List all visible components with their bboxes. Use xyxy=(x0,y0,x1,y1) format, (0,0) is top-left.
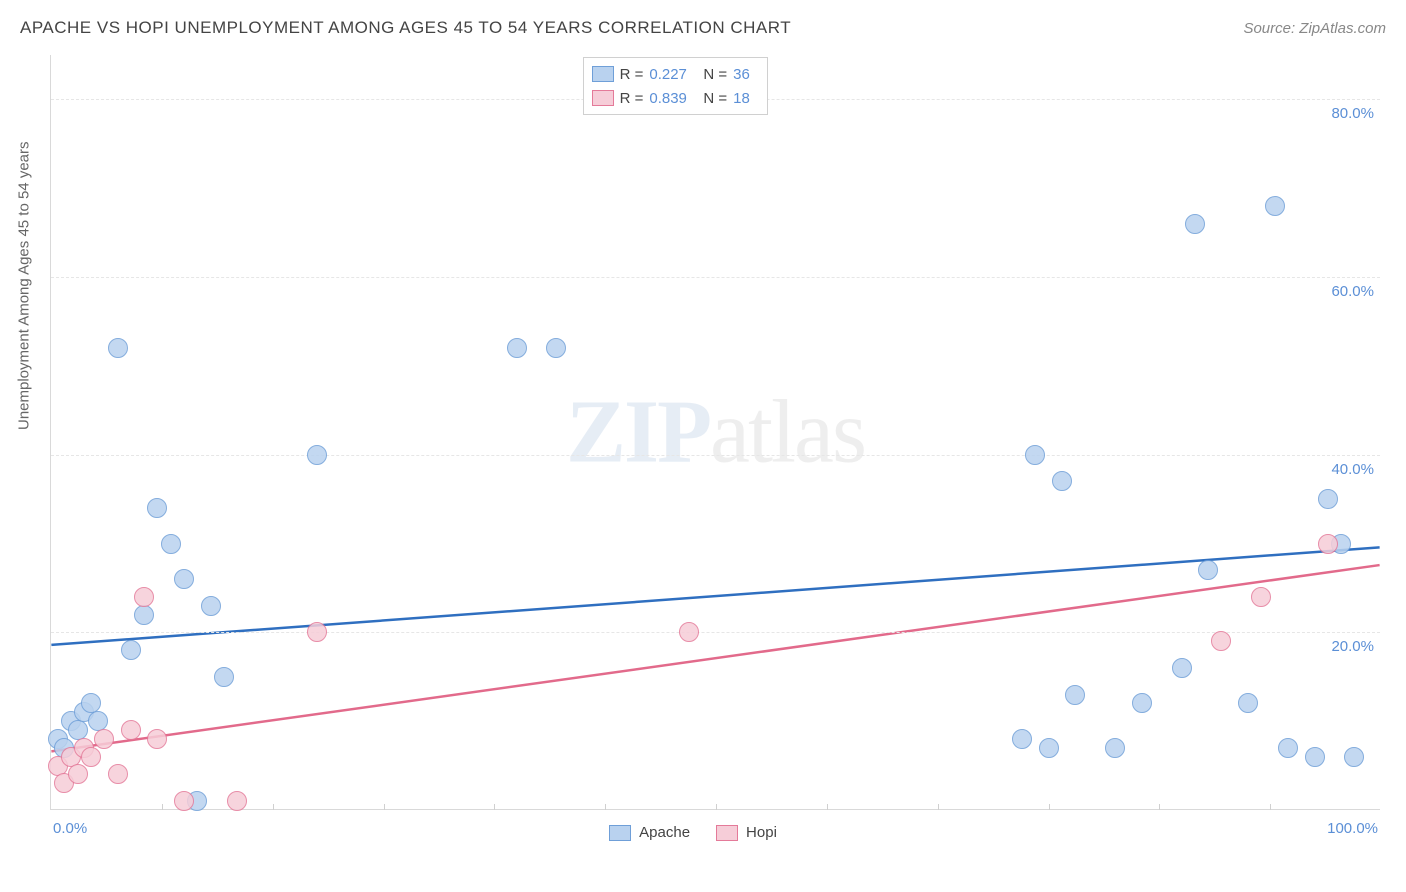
x-tick xyxy=(938,804,939,810)
data-point xyxy=(507,338,527,358)
y-axis-label: Unemployment Among Ages 45 to 54 years xyxy=(16,141,33,430)
legend-swatch xyxy=(716,825,738,841)
source-attribution: Source: ZipAtlas.com xyxy=(1243,20,1386,37)
data-point xyxy=(81,747,101,767)
n-value: 18 xyxy=(733,90,757,107)
legend-swatch xyxy=(592,90,614,106)
data-point xyxy=(201,596,221,616)
legend-swatch xyxy=(592,66,614,82)
stats-legend: R = 0.227 N = 36 R = 0.839 N = 18 xyxy=(583,57,769,115)
data-point xyxy=(1344,747,1364,767)
data-point xyxy=(134,587,154,607)
r-label: R = xyxy=(620,66,644,83)
legend-swatch xyxy=(609,825,631,841)
trend-lines-layer xyxy=(51,55,1380,809)
series-name: Apache xyxy=(639,824,690,841)
x-tick xyxy=(716,804,717,810)
x-tick xyxy=(827,804,828,810)
n-label: N = xyxy=(703,66,727,83)
x-tick xyxy=(273,804,274,810)
data-point xyxy=(161,534,181,554)
data-point xyxy=(679,622,699,642)
watermark: ZIPatlas xyxy=(566,381,865,484)
stats-legend-row: R = 0.839 N = 18 xyxy=(592,86,758,110)
scatter-plot-area: ZIPatlas 20.0%40.0%60.0%80.0%0.0%100.0%R… xyxy=(50,55,1380,810)
data-point xyxy=(1211,631,1231,651)
data-point xyxy=(214,667,234,687)
data-point xyxy=(1132,693,1152,713)
data-point xyxy=(1251,587,1271,607)
data-point xyxy=(1185,214,1205,234)
series-name: Hopi xyxy=(746,824,777,841)
data-point xyxy=(108,764,128,784)
data-point xyxy=(174,791,194,811)
gridline xyxy=(51,277,1380,278)
x-tick xyxy=(605,804,606,810)
gridline xyxy=(51,632,1380,633)
data-point xyxy=(147,498,167,518)
data-point xyxy=(546,338,566,358)
gridline xyxy=(51,455,1380,456)
data-point xyxy=(1065,685,1085,705)
series-legend: Apache Hopi xyxy=(609,824,777,841)
data-point xyxy=(1305,747,1325,767)
data-point xyxy=(94,729,114,749)
y-tick-label: 20.0% xyxy=(1331,638,1374,655)
data-point xyxy=(1025,445,1045,465)
data-point xyxy=(147,729,167,749)
trend-line xyxy=(51,547,1379,645)
n-label: N = xyxy=(703,90,727,107)
x-tick xyxy=(384,804,385,810)
chart-title: APACHE VS HOPI UNEMPLOYMENT AMONG AGES 4… xyxy=(20,18,791,38)
data-point xyxy=(108,338,128,358)
data-point xyxy=(68,764,88,784)
data-point xyxy=(1318,534,1338,554)
watermark-part-a: ZIP xyxy=(566,383,710,482)
x-tick xyxy=(1270,804,1271,810)
r-label: R = xyxy=(620,90,644,107)
x-tick-label: 0.0% xyxy=(53,820,87,837)
data-point xyxy=(1318,489,1338,509)
data-point xyxy=(121,640,141,660)
x-tick xyxy=(494,804,495,810)
data-point xyxy=(1278,738,1298,758)
data-point xyxy=(134,605,154,625)
watermark-part-b: atlas xyxy=(710,383,865,482)
y-tick-label: 80.0% xyxy=(1331,105,1374,122)
data-point xyxy=(1172,658,1192,678)
r-value: 0.839 xyxy=(649,90,691,107)
data-point xyxy=(1105,738,1125,758)
n-value: 36 xyxy=(733,66,757,83)
y-tick-label: 40.0% xyxy=(1331,461,1374,478)
data-point xyxy=(1052,471,1072,491)
x-tick xyxy=(1159,804,1160,810)
x-tick-label: 100.0% xyxy=(1327,820,1378,837)
r-value: 0.227 xyxy=(649,66,691,83)
data-point xyxy=(174,569,194,589)
data-point xyxy=(1265,196,1285,216)
data-point xyxy=(1039,738,1059,758)
data-point xyxy=(227,791,247,811)
data-point xyxy=(307,622,327,642)
stats-legend-row: R = 0.227 N = 36 xyxy=(592,62,758,86)
data-point xyxy=(121,720,141,740)
data-point xyxy=(1198,560,1218,580)
x-tick xyxy=(162,804,163,810)
data-point xyxy=(1012,729,1032,749)
series-legend-item: Apache xyxy=(609,824,690,841)
data-point xyxy=(307,445,327,465)
y-tick-label: 60.0% xyxy=(1331,283,1374,300)
x-tick xyxy=(1049,804,1050,810)
data-point xyxy=(1238,693,1258,713)
series-legend-item: Hopi xyxy=(716,824,777,841)
